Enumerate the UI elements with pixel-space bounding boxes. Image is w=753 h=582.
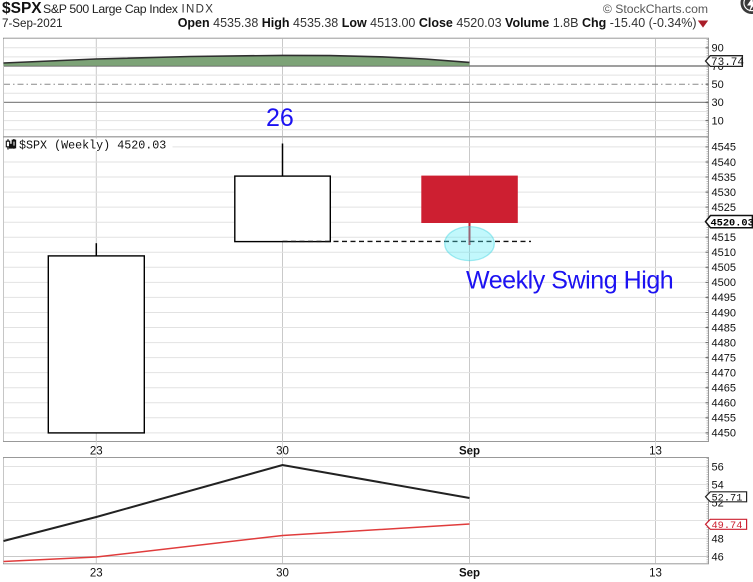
- svg-text:4490: 4490: [712, 307, 736, 319]
- svg-text:48: 48: [712, 533, 724, 545]
- svg-text:56: 56: [712, 461, 724, 473]
- svg-text:73.74: 73.74: [711, 57, 744, 69]
- svg-text:4485: 4485: [712, 322, 736, 334]
- svg-text:$SPX (Weekly) 4520.03: $SPX (Weekly) 4520.03: [19, 138, 166, 152]
- svg-text:Sep: Sep: [459, 568, 480, 580]
- svg-text:4535: 4535: [712, 172, 736, 184]
- svg-text:46: 46: [712, 551, 724, 563]
- svg-text:4460: 4460: [712, 398, 736, 410]
- svg-text:4455: 4455: [712, 413, 736, 425]
- svg-text:23: 23: [90, 568, 103, 580]
- svg-text:4545: 4545: [712, 142, 736, 154]
- svg-text:13: 13: [649, 568, 662, 580]
- svg-text:4525: 4525: [712, 202, 736, 214]
- svg-text:30: 30: [276, 445, 289, 457]
- svg-text:30: 30: [276, 568, 289, 580]
- svg-text:4500: 4500: [712, 277, 736, 289]
- svg-text:13: 13: [649, 445, 662, 457]
- svg-text:26: 26: [266, 104, 294, 132]
- svg-text:$SPX: $SPX: [2, 0, 42, 17]
- svg-text:Open 4535.38 High 4535.38 Low: Open 4535.38 High 4535.38 Low 4513.00 Cl…: [178, 16, 697, 30]
- svg-text:23: 23: [90, 445, 103, 457]
- svg-text:49.74: 49.74: [712, 520, 743, 532]
- svg-text:4470: 4470: [712, 367, 736, 379]
- svg-text:7-Sep-2021: 7-Sep-2021: [2, 17, 63, 30]
- svg-text:4515: 4515: [712, 232, 736, 244]
- svg-text:90: 90: [712, 43, 724, 55]
- svg-text:52.71: 52.71: [712, 493, 743, 505]
- svg-text:4520.03: 4520.03: [711, 218, 753, 230]
- svg-text:4475: 4475: [712, 352, 736, 364]
- svg-text:INDX: INDX: [182, 4, 215, 16]
- svg-text:54: 54: [712, 479, 724, 491]
- svg-text:S&P 500 Large Cap Index: S&P 500 Large Cap Index: [43, 2, 179, 16]
- svg-text:30: 30: [712, 97, 724, 109]
- svg-text:4480: 4480: [712, 337, 736, 349]
- svg-text:© StockCharts.com: © StockCharts.com: [603, 2, 708, 16]
- svg-text:10: 10: [712, 115, 724, 127]
- svg-text:4495: 4495: [712, 292, 736, 304]
- svg-text:Sep: Sep: [459, 445, 480, 457]
- svg-text:4540: 4540: [712, 157, 736, 169]
- svg-text:4465: 4465: [712, 383, 736, 395]
- svg-text:50: 50: [712, 79, 724, 91]
- svg-text:4505: 4505: [712, 262, 736, 274]
- svg-text:4510: 4510: [712, 247, 736, 259]
- svg-text:Weekly Swing High: Weekly Swing High: [466, 266, 673, 294]
- svg-text:4530: 4530: [712, 187, 736, 199]
- svg-text:4450: 4450: [712, 428, 736, 440]
